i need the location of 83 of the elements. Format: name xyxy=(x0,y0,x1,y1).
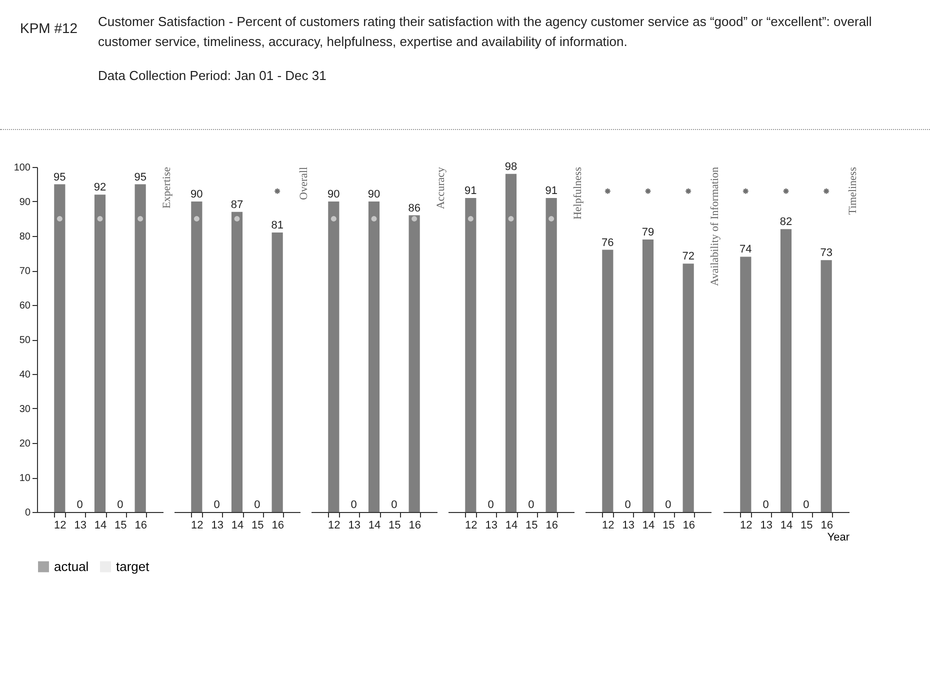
data-label: 91 xyxy=(464,185,477,198)
y-tick-label: 10 xyxy=(19,473,31,484)
legend-label: actual xyxy=(54,558,89,574)
y-tick-label: 0 xyxy=(24,508,31,518)
x-tick-label: 15 xyxy=(526,520,538,532)
x-tick-label: 13 xyxy=(622,520,634,532)
data-label: 0 xyxy=(214,499,220,511)
x-tick-label: 15 xyxy=(252,520,264,532)
x-tick-label: 16 xyxy=(820,520,833,532)
y-tick-label: 100 xyxy=(14,162,31,174)
data-label: 0 xyxy=(624,499,631,511)
x-tick-label: 16 xyxy=(134,520,147,532)
x-tick-label: 13 xyxy=(485,520,498,532)
x-tick-label: 12 xyxy=(54,520,66,532)
x-tick-label: 14 xyxy=(642,520,655,532)
data-label: 72 xyxy=(682,250,694,263)
data-label: 0 xyxy=(350,499,357,511)
text: Data Collection Period: Jan 01 - Dec 31 xyxy=(98,67,328,85)
text: Customer Satisfaction - Percent of customers rating their satisfaction with the agency customer service as “good” or “excellent”: overall customer service, timeliness, accuracy, helpfulness, expertise and availability of information. xyxy=(98,13,873,51)
text: Helpfulness xyxy=(572,167,584,220)
text: Availability of Information xyxy=(709,166,721,286)
data-label: 86 xyxy=(408,202,420,214)
x-tick-label: 12 xyxy=(328,520,340,532)
data-label: 0 xyxy=(117,499,124,511)
text: Expertise xyxy=(161,166,173,209)
data-label: 0 xyxy=(76,499,83,511)
data-label: 0 xyxy=(803,499,810,511)
y-tick-label: 80 xyxy=(19,232,31,242)
x-tick-label: 13 xyxy=(211,520,224,532)
data-label: 82 xyxy=(780,216,792,228)
y-tick-label: 50 xyxy=(19,335,31,346)
x-tick-label: 14 xyxy=(94,520,107,532)
data-label: 90 xyxy=(190,188,203,200)
x-tick-label: 12 xyxy=(465,520,478,532)
x-tick-label: 14 xyxy=(780,520,793,532)
x-tick-label: 15 xyxy=(662,520,675,532)
x-tick-label: 15 xyxy=(800,520,813,532)
x-tick-label: 16 xyxy=(546,520,558,532)
data-label: 76 xyxy=(602,236,614,249)
data-label: 92 xyxy=(94,182,106,194)
text: KPM #12 xyxy=(20,19,79,38)
data-label: 79 xyxy=(642,226,654,238)
x-tick-label: 12 xyxy=(191,520,204,532)
x-tick-label: 16 xyxy=(272,520,284,532)
data-label: 91 xyxy=(545,185,558,198)
data-label: 98 xyxy=(504,160,518,173)
x-tick-label: 13 xyxy=(348,520,360,532)
data-label: 81 xyxy=(271,220,284,232)
data-label: 73 xyxy=(820,247,832,260)
legend-label: target xyxy=(116,558,150,574)
x-tick-label: 14 xyxy=(231,520,244,532)
text: Overall xyxy=(298,167,310,200)
text: Accuracy xyxy=(435,166,447,210)
y-tick-label: 40 xyxy=(19,370,31,380)
x-axis-title: Year xyxy=(827,532,850,544)
data-label: 0 xyxy=(391,499,398,511)
x-tick-label: 13 xyxy=(74,520,86,532)
x-tick-label: 15 xyxy=(114,520,127,532)
data-label: 90 xyxy=(368,188,380,200)
x-tick-label: 12 xyxy=(602,520,614,532)
data-label: 90 xyxy=(328,188,340,200)
data-label: 0 xyxy=(254,499,260,511)
text: Timeliness xyxy=(847,167,859,215)
data-label: 0 xyxy=(665,499,672,511)
x-tick-label: 16 xyxy=(682,520,695,532)
y-tick-label: 70 xyxy=(19,266,31,277)
x-tick-label: 16 xyxy=(408,520,421,532)
data-label: 0 xyxy=(528,499,534,511)
y-tick-label: 30 xyxy=(19,404,31,415)
y-tick-label: 60 xyxy=(19,300,31,312)
y-tick-label: 20 xyxy=(19,438,31,450)
data-label: 0 xyxy=(488,499,494,511)
x-tick-label: 14 xyxy=(368,520,381,532)
data-label: 0 xyxy=(762,499,769,511)
data-label: 95 xyxy=(54,171,66,184)
x-tick-label: 14 xyxy=(505,520,518,532)
data-label: 87 xyxy=(230,198,244,211)
x-tick-label: 13 xyxy=(760,520,772,532)
data-label: 95 xyxy=(134,171,146,184)
x-tick-label: 15 xyxy=(388,520,401,532)
y-tick-label: 90 xyxy=(19,197,31,208)
data-label: 74 xyxy=(740,244,752,256)
x-tick-label: 12 xyxy=(740,520,752,532)
